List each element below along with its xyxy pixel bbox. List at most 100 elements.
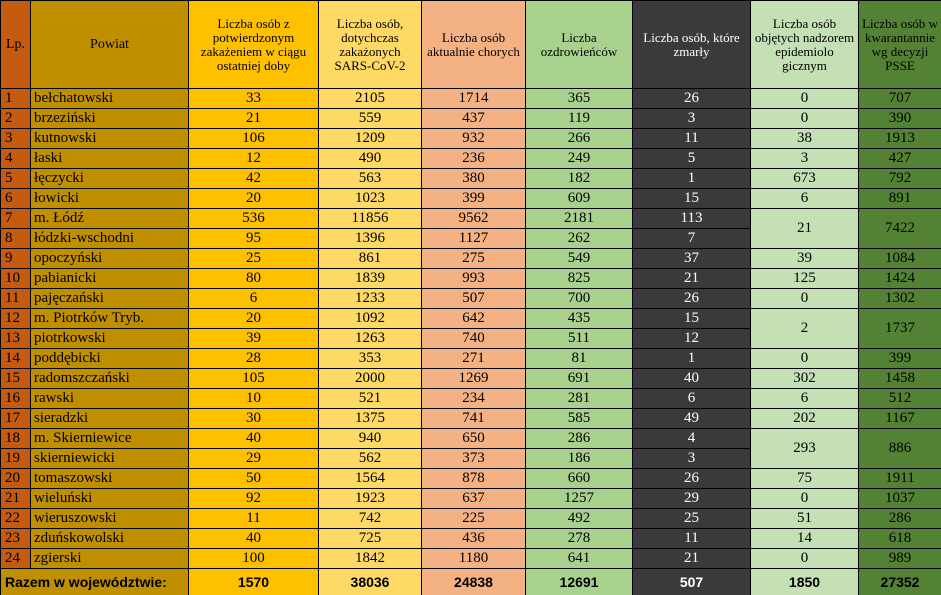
header-lp: Lp. <box>0 0 31 89</box>
cell-deaths: 26 <box>632 468 751 489</box>
cell-supervision: 2 <box>750 308 859 349</box>
table-row: 1 bełchatowski 33 2105 1714 365 26 0 707 <box>0 88 941 109</box>
cell-supervision: 0 <box>750 488 859 509</box>
totals-label: Razem w województwie: <box>0 568 189 595</box>
cell-powiat: zgierski <box>30 548 189 569</box>
cell-deaths: 7 <box>632 228 751 249</box>
cell-total-cases: 742 <box>318 508 422 529</box>
cell-active-cases: 650 <box>421 428 526 449</box>
cell-recovered: 435 <box>525 308 633 329</box>
header-supervision: Liczba osób objętych nadzorem epidemiolo… <box>750 0 859 89</box>
cell-supervision: 0 <box>750 288 859 309</box>
cell-supervision: 6 <box>750 188 859 209</box>
cell-total-cases: 1564 <box>318 468 422 489</box>
cell-new-cases: 12 <box>188 148 319 169</box>
cell-new-cases: 39 <box>188 328 319 349</box>
cell-powiat: łowicki <box>30 188 189 209</box>
header-active-cases: Liczba osób aktualnie chorych <box>421 0 526 89</box>
cell-total-cases: 559 <box>318 108 422 129</box>
cell-total-cases: 1092 <box>318 308 422 329</box>
cell-recovered: 262 <box>525 228 633 249</box>
cell-deaths: 3 <box>632 108 751 129</box>
cell-powiat: brzeziński <box>30 108 189 129</box>
table-row: 12 m. Piotrków Tryb. 20 1092 642 435 15 2 1737 <box>0 308 941 349</box>
table-row: 16 rawski 10 521 234 281 6 6 512 <box>0 388 941 409</box>
table-row: 2 brzeziński 21 559 437 119 3 0 390 <box>0 108 941 129</box>
cell-quarantine: 1458 <box>858 368 941 389</box>
cell-supervision: 38 <box>750 128 859 149</box>
cell-active-cases: 271 <box>421 348 526 369</box>
cell-deaths: 11 <box>632 128 751 149</box>
table-body: 1 bełchatowski 33 2105 1714 365 26 0 707 2 brzeziń… <box>0 88 941 569</box>
cell-lp: 14 <box>0 348 31 369</box>
cell-quarantine: 7422 <box>858 208 941 249</box>
cell-active-cases: 878 <box>421 468 526 489</box>
cell-quarantine: 886 <box>858 428 941 469</box>
cell-recovered: 641 <box>525 548 633 569</box>
cell-powiat: wieluński <box>30 488 189 509</box>
cell-quarantine: 512 <box>858 388 941 409</box>
cell-active-cases: 437 <box>421 108 526 129</box>
cell-total-cases: 725 <box>318 528 422 549</box>
table-row: 18 m. Skierniewice 40 940 650 286 4 293 886 <box>0 428 941 469</box>
cell-recovered: 182 <box>525 168 633 189</box>
cell-new-cases: 25 <box>188 248 319 269</box>
cell-powiat: rawski <box>30 388 189 409</box>
cell-total-cases: 1375 <box>318 408 422 429</box>
cell-lp: 15 <box>0 368 31 389</box>
cell-supervision: 6 <box>750 388 859 409</box>
cell-powiat: radomszczański <box>30 368 189 389</box>
cell-supervision: 14 <box>750 528 859 549</box>
cell-quarantine: 1084 <box>858 248 941 269</box>
cell-quarantine: 427 <box>858 148 941 169</box>
cell-quarantine: 1037 <box>858 488 941 509</box>
cell-deaths: 25 <box>632 508 751 529</box>
cell-powiat: m. Piotrków Tryb. <box>30 308 189 329</box>
cell-new-cases: 95 <box>188 228 319 249</box>
totals-recovered: 12691 <box>525 568 633 595</box>
cell-quarantine: 1737 <box>858 308 941 349</box>
cell-deaths: 15 <box>632 188 751 209</box>
header-recovered: Liczba ozdrowieńców <box>525 0 633 89</box>
cell-quarantine: 989 <box>858 548 941 569</box>
cell-lp: 16 <box>0 388 31 409</box>
cell-new-cases: 105 <box>188 368 319 389</box>
header-powiat: Powiat <box>30 0 189 89</box>
cell-new-cases: 30 <box>188 408 319 429</box>
table-row: 23 zduńskowolski 40 725 436 278 11 14 618 <box>0 528 941 549</box>
table-row: 3 kutnowski 106 1209 932 266 11 38 1913 <box>0 128 941 149</box>
cell-deaths: 113 <box>632 208 751 229</box>
cell-lp: 21 <box>0 488 31 509</box>
cell-deaths: 26 <box>632 88 751 109</box>
cell-active-cases: 373 <box>421 448 526 469</box>
cell-quarantine: 792 <box>858 168 941 189</box>
cell-lp: 8 <box>0 228 31 249</box>
cell-lp: 10 <box>0 268 31 289</box>
cell-quarantine: 399 <box>858 348 941 369</box>
cell-deaths: 12 <box>632 328 751 349</box>
table-row: 24 zgierski 100 1842 1180 641 21 0 989 <box>0 548 941 569</box>
cell-active-cases: 741 <box>421 408 526 429</box>
table-row: 10 pabianicki 80 1839 993 825 21 125 1424 <box>0 268 941 289</box>
cell-new-cases: 100 <box>188 548 319 569</box>
cell-new-cases: 10 <box>188 388 319 409</box>
cell-active-cases: 1180 <box>421 548 526 569</box>
cell-powiat: m. Łódź <box>30 208 189 229</box>
cell-quarantine: 1167 <box>858 408 941 429</box>
cell-active-cases: 1127 <box>421 228 526 249</box>
cell-total-cases: 1923 <box>318 488 422 509</box>
cell-recovered: 585 <box>525 408 633 429</box>
cell-powiat: wieruszowski <box>30 508 189 529</box>
cell-powiat: pabianicki <box>30 268 189 289</box>
table-row: 14 poddębicki 28 353 271 81 1 0 399 <box>0 348 941 369</box>
cell-recovered: 511 <box>525 328 633 349</box>
cell-deaths: 29 <box>632 488 751 509</box>
cell-quarantine: 1424 <box>858 268 941 289</box>
cell-powiat: łaski <box>30 148 189 169</box>
totals-active: 24838 <box>421 568 526 595</box>
cell-active-cases: 642 <box>421 308 526 329</box>
cell-powiat: kutnowski <box>30 128 189 149</box>
cell-deaths: 26 <box>632 288 751 309</box>
cell-recovered: 281 <box>525 388 633 409</box>
